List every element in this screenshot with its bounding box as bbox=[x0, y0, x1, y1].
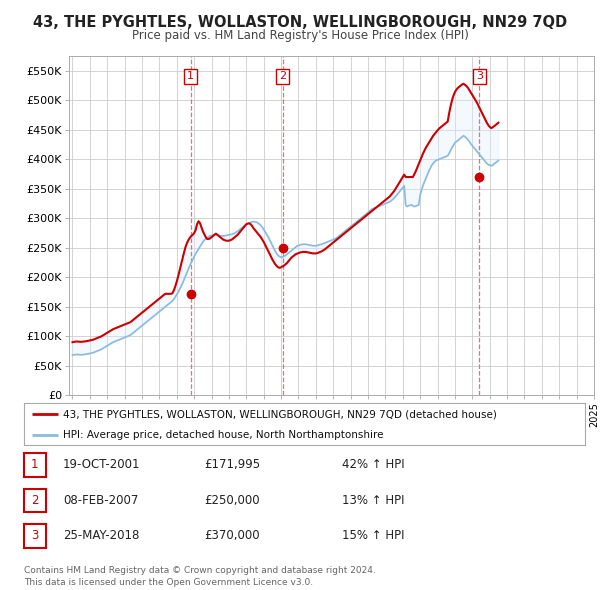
Text: 13% ↑ HPI: 13% ↑ HPI bbox=[342, 494, 404, 507]
Text: £171,995: £171,995 bbox=[204, 458, 260, 471]
Text: 43, THE PYGHTLES, WOLLASTON, WELLINGBOROUGH, NN29 7QD: 43, THE PYGHTLES, WOLLASTON, WELLINGBORO… bbox=[33, 15, 567, 30]
Text: 3: 3 bbox=[476, 71, 483, 81]
Text: 3: 3 bbox=[31, 529, 38, 542]
Text: 2: 2 bbox=[279, 71, 286, 81]
Text: Contains HM Land Registry data © Crown copyright and database right 2024.
This d: Contains HM Land Registry data © Crown c… bbox=[24, 566, 376, 587]
Text: Price paid vs. HM Land Registry's House Price Index (HPI): Price paid vs. HM Land Registry's House … bbox=[131, 30, 469, 42]
Text: 42% ↑ HPI: 42% ↑ HPI bbox=[342, 458, 404, 471]
Text: 08-FEB-2007: 08-FEB-2007 bbox=[63, 494, 139, 507]
Text: 1: 1 bbox=[187, 71, 194, 81]
Text: 2: 2 bbox=[31, 494, 38, 507]
Text: HPI: Average price, detached house, North Northamptonshire: HPI: Average price, detached house, Nort… bbox=[63, 430, 384, 440]
Text: 1: 1 bbox=[31, 458, 38, 471]
Text: 19-OCT-2001: 19-OCT-2001 bbox=[63, 458, 140, 471]
Text: 25-MAY-2018: 25-MAY-2018 bbox=[63, 529, 139, 542]
Text: 43, THE PYGHTLES, WOLLASTON, WELLINGBOROUGH, NN29 7QD (detached house): 43, THE PYGHTLES, WOLLASTON, WELLINGBORO… bbox=[63, 409, 497, 419]
Text: £370,000: £370,000 bbox=[204, 529, 260, 542]
Text: 15% ↑ HPI: 15% ↑ HPI bbox=[342, 529, 404, 542]
Text: £250,000: £250,000 bbox=[204, 494, 260, 507]
